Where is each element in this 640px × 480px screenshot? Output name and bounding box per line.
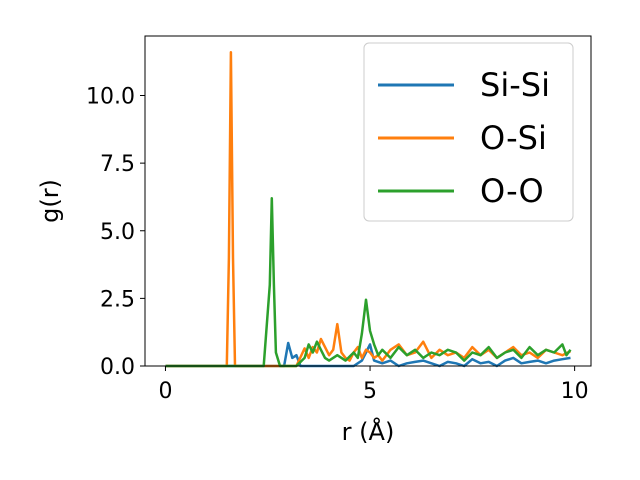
series-line-2 [165, 197, 572, 368]
legend-box [363, 42, 574, 222]
y-tick-label: 5.0 [100, 220, 135, 245]
y-tick-label: 10.0 [86, 85, 135, 110]
series-line-0 [165, 341, 571, 368]
x-axis: 0 5 10 [158, 366, 589, 404]
y-tick-label: 0.0 [100, 355, 135, 380]
x-tick-label: 5 [363, 379, 377, 404]
y-tick-label: 7.5 [100, 152, 135, 177]
y-tick-label: 2.5 [100, 287, 135, 312]
x-axis-label: r (Å) [342, 417, 395, 446]
legend-label: O-O [480, 172, 544, 210]
x-tick-label: 0 [158, 379, 172, 404]
legend: Si-Si O-Si O-O [363, 42, 574, 222]
x-tick-label: 10 [561, 379, 589, 404]
plot-frame [144, 35, 592, 367]
y-axis-label: g(r) [36, 179, 64, 223]
legend-label: Si-Si [480, 66, 550, 104]
y-axis: 0.0 2.5 5.0 7.5 10.0 [86, 85, 145, 380]
legend-label: O-Si [480, 119, 547, 157]
